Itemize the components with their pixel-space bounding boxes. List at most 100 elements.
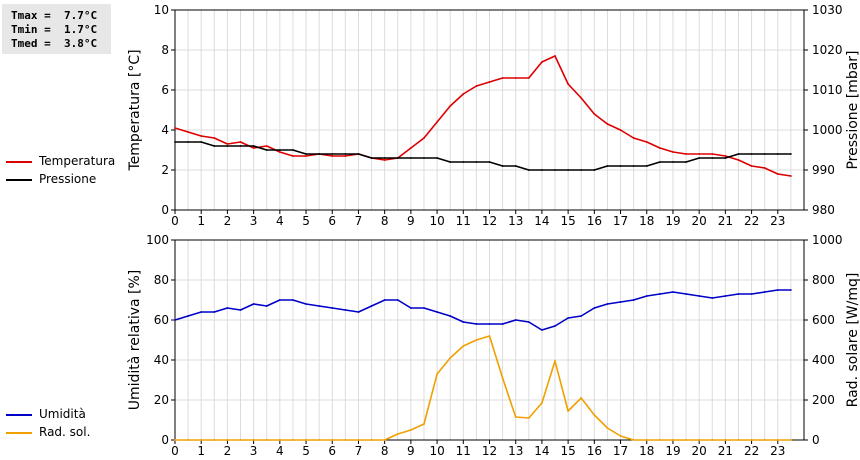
solar-data-point: [711, 439, 714, 441]
temperature-data-point: [252, 147, 255, 149]
temperature-data-point: [488, 81, 491, 83]
solar-data-point: [527, 417, 530, 419]
humidity-solar-y2-tick-label: 200: [812, 393, 835, 407]
temperature-data-point: [645, 141, 648, 143]
humidity-solar-ylabel: Umidità relativa [%]: [127, 270, 143, 411]
humidity-series-line: [174, 289, 791, 331]
temp-pressure-x-tick-label: 13: [508, 214, 523, 228]
temp-pressure-x-tick-label: 20: [692, 214, 707, 228]
temp-pressure-x-tick-label: 16: [587, 214, 602, 228]
temperature-data-point: [776, 173, 779, 175]
tmin-stat: Tmin = 1.7°C: [11, 23, 98, 36]
humidity-data-point: [763, 291, 766, 293]
solar-data-point: [436, 373, 438, 375]
temp-pressure-x-tick-label: 22: [744, 214, 759, 228]
humidity-solar-x-tick-label: 0: [171, 444, 179, 458]
humidity-data-point: [501, 323, 504, 325]
solar-data-point: [685, 439, 687, 441]
temperature-data-point: [462, 93, 465, 95]
pressure-data-point: [672, 161, 674, 163]
pressure-data-point: [410, 157, 412, 159]
temp-pressure-y2-tick-label: 1000: [812, 123, 843, 137]
humidity-solar-y-tick-label: 60: [154, 313, 169, 327]
temperature-data-point: [475, 85, 478, 87]
solar-data-point: [305, 439, 307, 441]
solar-data-point: [659, 439, 661, 441]
humidity-solar-x-tick-label: 20: [692, 444, 707, 458]
humidity-data-point: [685, 293, 687, 295]
pressure-series-line: [175, 141, 791, 171]
humidity-solar-x-tick-label: 18: [639, 444, 654, 458]
temp-pressure-y-tick-label: 10: [154, 3, 169, 17]
pressure-data-point: [711, 157, 714, 159]
temp-pressure-x-tick-label: 0: [171, 214, 179, 228]
legend-pressure-swatch: [6, 179, 32, 181]
humidity-solar-y-tick-label: 40: [154, 353, 169, 367]
humidity-data-point: [305, 303, 307, 305]
humidity-data-point: [488, 323, 491, 325]
pressure-data-point: [357, 153, 360, 155]
solar-data-point: [226, 439, 229, 441]
humidity-data-point: [580, 315, 583, 317]
humidity-solar-x-tick-label: 17: [613, 444, 628, 458]
temp-pressure-x-tick-label: 21: [718, 214, 733, 228]
humidity-data-point: [711, 297, 714, 299]
humidity-solar-x-tick-label: 11: [456, 444, 471, 458]
solar-data-point: [213, 439, 216, 441]
temperature-data-point: [305, 155, 307, 157]
pressure-data-point: [724, 157, 727, 159]
humidity-data-point: [292, 299, 294, 301]
temp-pressure-y2-tick-label: 990: [812, 163, 835, 177]
pressure-data-point: [527, 169, 530, 171]
temp-pressure-x-tick-label: 4: [276, 214, 284, 228]
humidity-data-point: [200, 311, 203, 313]
pressure-data-point: [737, 153, 740, 155]
humidity-data-point: [213, 311, 216, 313]
temperature-data-point: [659, 147, 661, 149]
solar-data-point: [632, 439, 635, 441]
solar-data-point: [698, 439, 701, 441]
solar-data-point: [790, 439, 792, 441]
temperature-data-point: [265, 145, 268, 147]
pressure-data-point: [344, 153, 347, 155]
humidity-solar-y2-tick-label: 0: [812, 433, 820, 447]
pressure-data-point: [659, 161, 661, 163]
tmed-stat: Tmed = 3.8°C: [11, 37, 98, 50]
humidity-data-point: [265, 305, 268, 307]
pressure-data-point: [475, 161, 478, 163]
humidity-solar-x-tick-label: 8: [381, 444, 389, 458]
pressure-data-point: [776, 153, 779, 155]
humidity-data-point: [226, 307, 229, 309]
pressure-data-point: [436, 157, 438, 159]
temp-pressure-x-tick-label: 3: [250, 214, 258, 228]
temp-pressure-x-tick-label: 17: [613, 214, 628, 228]
solar-data-point: [410, 429, 412, 431]
pressure-data-point: [580, 169, 583, 171]
humidity-data-point: [750, 293, 753, 295]
temp-pressure-y-tick-label: 0: [161, 203, 169, 217]
temperature-data-point: [239, 141, 242, 143]
pressure-data-point: [423, 157, 425, 159]
pressure-data-point: [698, 157, 701, 159]
temperature-data-point: [711, 153, 714, 155]
humidity-solar-x-tick-label: 22: [744, 444, 759, 458]
temperature-data-point: [763, 167, 766, 169]
pressure-data-point: [396, 157, 399, 159]
humidity-solar-x-tick-label: 5: [302, 444, 310, 458]
solar-data-point: [475, 339, 478, 341]
temperature-data-point: [410, 147, 412, 149]
humidity-solar-y2-tick-label: 800: [812, 273, 835, 287]
temperature-data-point: [527, 77, 530, 79]
solar-data-point: [239, 439, 242, 441]
solar-data-point: [449, 357, 452, 359]
solar-data-point: [672, 439, 674, 441]
humidity-solar-x-tick-label: 23: [770, 444, 785, 458]
humidity-data-point: [606, 303, 609, 305]
humidity-data-point: [776, 289, 779, 291]
temp-pressure-y2-tick-label: 1010: [812, 83, 843, 97]
pressure-data-point: [501, 165, 504, 167]
humidity-data-point: [449, 315, 452, 317]
solar-data-point: [462, 345, 465, 347]
solar-data-point: [423, 423, 425, 425]
solar-data-point: [763, 439, 766, 441]
